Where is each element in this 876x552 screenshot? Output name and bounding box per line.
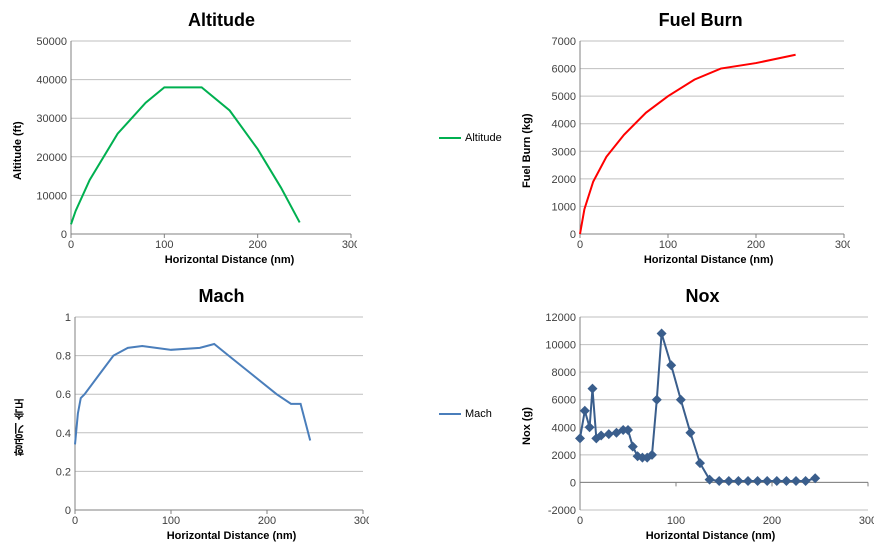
legend-altitude: Altitude	[439, 132, 509, 144]
svg-text:0: 0	[68, 239, 74, 251]
chart-title-fuelburn: Fuel Burn	[519, 10, 876, 31]
legend-line-icon	[439, 137, 461, 139]
svg-text:200: 200	[258, 515, 276, 527]
svg-text:300: 300	[835, 239, 850, 251]
svg-text:3000: 3000	[552, 146, 576, 158]
svg-text:0: 0	[72, 515, 78, 527]
svg-text:0.6: 0.6	[56, 389, 71, 401]
svg-text:100: 100	[667, 515, 685, 527]
svg-text:6000: 6000	[552, 395, 576, 407]
plot-nox: -200002000400060008000100001200001002003…	[535, 311, 876, 528]
plot-altitude: 0 10000 20000 30000 40000 50000 0 100 200 300	[26, 35, 433, 252]
svg-text:5000: 5000	[552, 91, 576, 103]
svg-text:40000: 40000	[36, 75, 67, 87]
svg-text:2000: 2000	[552, 450, 576, 462]
svg-text:50000: 50000	[36, 36, 67, 48]
svg-text:-2000: -2000	[548, 505, 576, 517]
svg-text:30000: 30000	[36, 113, 67, 125]
svg-text:100: 100	[155, 239, 173, 251]
svg-text:20000: 20000	[36, 152, 67, 164]
svg-text:300: 300	[859, 515, 874, 527]
svg-text:200: 200	[747, 239, 765, 251]
svg-text:100: 100	[659, 239, 677, 251]
svg-text:0: 0	[570, 229, 576, 241]
svg-text:0: 0	[577, 239, 583, 251]
chart-title-mach: Mach	[10, 286, 433, 307]
svg-text:200: 200	[763, 515, 781, 527]
plot-fuelburn: 0 1000 2000 3000 4000 5000 6000 7000 0 100 200 300	[535, 35, 876, 252]
svg-text:0.4: 0.4	[56, 428, 71, 440]
svg-text:200: 200	[248, 239, 266, 251]
svg-text:0: 0	[577, 515, 583, 527]
svg-text:6000: 6000	[552, 64, 576, 76]
legend-label: Altitude	[465, 132, 502, 144]
svg-text:7000: 7000	[552, 36, 576, 48]
svg-text:8000: 8000	[552, 367, 576, 379]
legend-line-icon	[439, 413, 461, 415]
chart-mach: Mach 항공기 속도 0 0.2 0.4 0.6 0.8 1 0 100 200 300 Hor…	[10, 286, 509, 542]
chart-fuelburn: Fuel Burn Fuel Burn (kg) 010002000300040…	[519, 10, 876, 266]
ylabel-nox: Nox (g)	[519, 311, 535, 542]
xlabel-altitude: Horizontal Distance (nm)	[26, 254, 433, 266]
svg-text:4000: 4000	[552, 422, 576, 434]
xlabel-mach: Horizontal Distance (nm)	[30, 530, 433, 542]
svg-text:0.8: 0.8	[56, 351, 71, 363]
svg-text:2000: 2000	[552, 174, 576, 186]
legend-mach: Mach	[439, 408, 509, 420]
svg-text:1000: 1000	[552, 201, 576, 213]
ylabel-fuelburn: Fuel Burn (kg)	[519, 35, 535, 266]
svg-text:10000: 10000	[545, 340, 576, 352]
charts-grid: Altitude Altitude (ft) 01000020000300004…	[10, 10, 866, 542]
svg-text:4000: 4000	[552, 119, 576, 131]
chart-title-nox: Nox	[519, 286, 876, 307]
xlabel-fuelburn: Horizontal Distance (nm)	[535, 254, 876, 266]
xlabel-nox: Horizontal Distance (nm)	[535, 530, 876, 542]
plot-mach: 0 0.2 0.4 0.6 0.8 1 0 100 200 300	[30, 311, 433, 528]
chart-title-altitude: Altitude	[10, 10, 433, 31]
svg-text:100: 100	[162, 515, 180, 527]
svg-text:1: 1	[65, 312, 71, 324]
chart-nox: Nox Nox (g) -200002000400060008000100001…	[519, 286, 876, 542]
ylabel-mach: 항공기 속도	[10, 311, 30, 542]
legend-label: Mach	[465, 408, 492, 420]
svg-text:0: 0	[65, 505, 71, 517]
svg-text:300: 300	[354, 515, 369, 527]
svg-text:0: 0	[61, 229, 67, 241]
ylabel-altitude: Altitude (ft)	[10, 35, 26, 266]
svg-text:10000: 10000	[36, 190, 67, 202]
svg-text:300: 300	[342, 239, 357, 251]
svg-text:12000: 12000	[545, 312, 576, 324]
chart-altitude: Altitude Altitude (ft) 0 10000 20000 30000 4…	[10, 10, 509, 266]
svg-text:0: 0	[570, 477, 576, 489]
svg-text:0.2: 0.2	[56, 466, 71, 478]
